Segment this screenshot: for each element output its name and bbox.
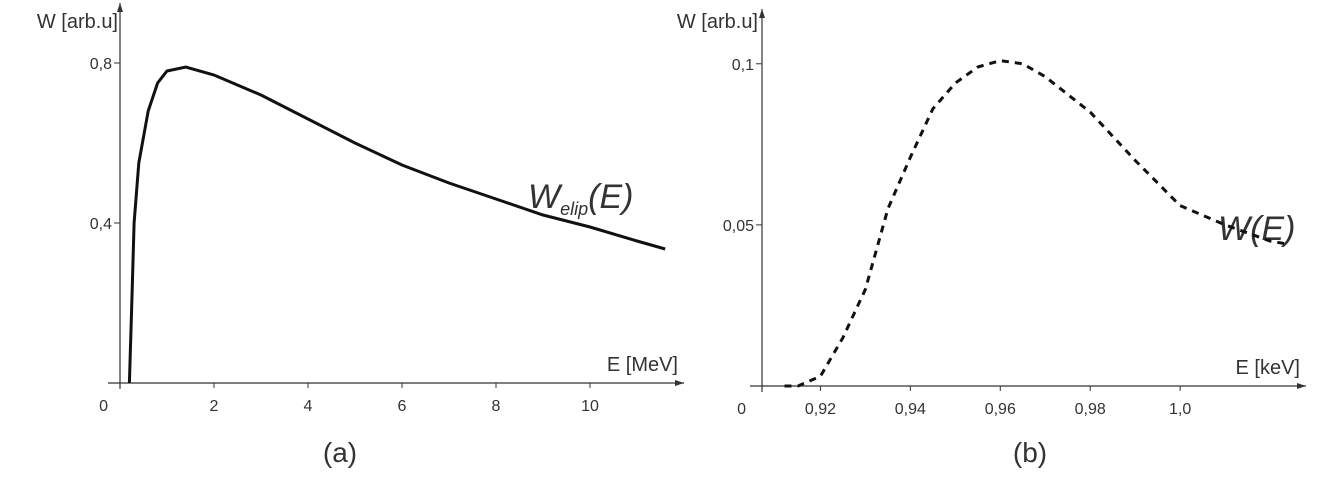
- caption: (b): [1013, 437, 1047, 468]
- x-tick-label: 8: [492, 398, 501, 415]
- annotation-suffix: (E): [588, 178, 633, 216]
- x-axis-arrow: [1297, 383, 1306, 389]
- data-line: [784, 59, 1289, 388]
- y-tick-label: 0,4: [90, 216, 112, 233]
- x-tick-label: 2: [210, 398, 219, 415]
- x-tick-label: 0: [99, 398, 108, 415]
- y-axis-arrow: [117, 3, 123, 12]
- annotation-subscript: elip: [560, 199, 588, 219]
- x-tick-label: 1,0: [1169, 401, 1191, 418]
- x-tick-label: 0,92: [805, 401, 836, 418]
- annotation: W(E): [1218, 210, 1295, 248]
- x-tick-label: 0,98: [1075, 401, 1106, 418]
- x-axis-arrow: [675, 380, 684, 386]
- x-axis-title: E [MeV]: [607, 354, 678, 376]
- x-tick-label: 0,94: [895, 401, 926, 418]
- x-axis-title: E [keV]: [1236, 357, 1300, 379]
- x-tick-label: 0,96: [985, 401, 1016, 418]
- y-axis-arrow: [759, 9, 765, 18]
- x-tick-label: 10: [581, 398, 599, 415]
- y-tick-label: 0,1: [732, 57, 754, 74]
- annotation: Welip(E): [528, 178, 633, 219]
- y-tick-label: 0,8: [90, 56, 112, 73]
- y-axis-title: W [arb.u]: [677, 11, 758, 33]
- x-tick-label: 4: [304, 398, 313, 415]
- origin-label: 0: [737, 401, 746, 418]
- y-tick-label: 0,05: [723, 218, 754, 235]
- annotation-text: W(E): [1218, 210, 1295, 248]
- annotation-text: W: [528, 178, 563, 216]
- x-tick-label: 6: [398, 398, 407, 415]
- caption: (a): [323, 437, 357, 468]
- y-axis-title: W [arb.u]: [37, 11, 118, 33]
- data-line: [127, 65, 666, 384]
